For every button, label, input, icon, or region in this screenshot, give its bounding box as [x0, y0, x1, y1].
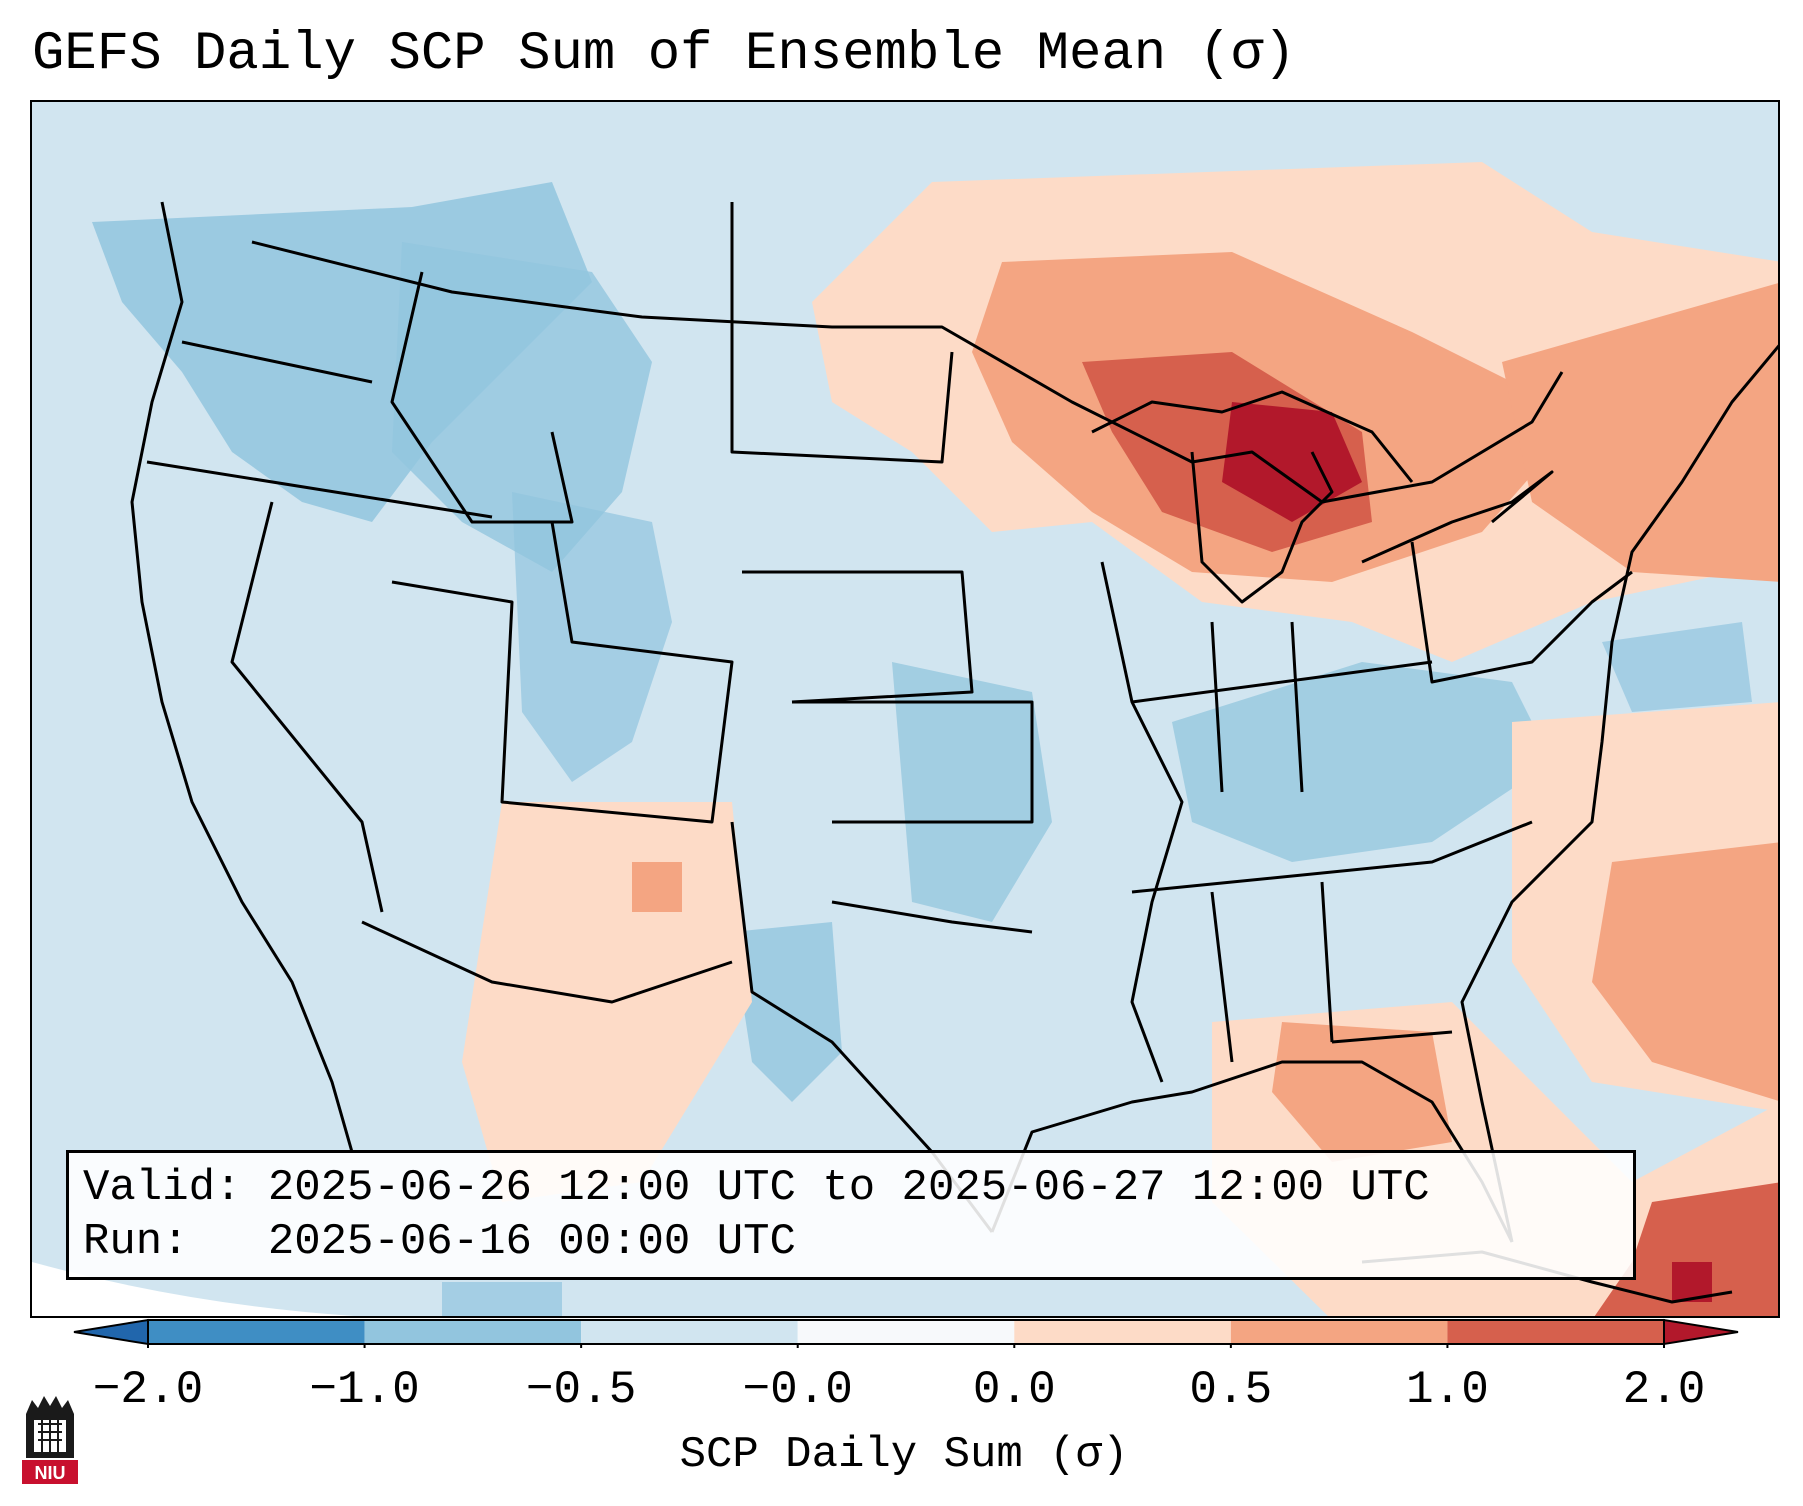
texas-blue	[732, 922, 842, 1102]
colorbar-over-extension	[1663, 1318, 1739, 1346]
out-of-domain-corner	[32, 1262, 355, 1316]
chart-title: GEFS Daily SCP Sum of Ensemble Mean (σ)	[32, 24, 1296, 85]
logo-text: NIU	[35, 1463, 66, 1483]
colorbar-tick-label: −0.5	[525, 1364, 637, 1416]
valid-run-info-box: Valid: 2025-06-26 12:00 UTC to 2025-06-2…	[66, 1150, 1636, 1280]
coastline-west	[130, 201, 354, 1153]
colorbar	[73, 1318, 1739, 1348]
colorbar-bin	[797, 1320, 1015, 1344]
canada-border	[251, 240, 1564, 504]
tennessee-valley-blue	[1172, 662, 1552, 862]
nm-red-spot	[632, 862, 682, 912]
caribbean-red	[1594, 1182, 1778, 1316]
colorbar-tick-label: 1.0	[1406, 1364, 1489, 1416]
plains-middle	[792, 700, 1034, 824]
lake-superior	[1091, 390, 1414, 483]
colorbar-under-extension	[73, 1318, 149, 1346]
midwest-lines	[1131, 621, 1433, 793]
colorbar-tick-label: −0.0	[742, 1364, 853, 1416]
dakotas	[730, 202, 954, 464]
colorbar-tick-label: 0.0	[972, 1364, 1056, 1416]
niu-logo: NIU	[22, 1396, 78, 1484]
wa-or-border	[181, 340, 373, 384]
wyoming-colorado-blue	[512, 492, 672, 782]
mountain-west	[391, 521, 734, 824]
colorbar-label: SCP Daily Sum (σ)	[679, 1430, 1129, 1480]
colorbar-tick-label: 2.0	[1622, 1364, 1706, 1416]
texas-red-river	[831, 900, 1033, 934]
colorbar-bin	[1014, 1320, 1231, 1344]
michigan-outline	[1190, 451, 1334, 604]
southeast-lines	[1131, 820, 1533, 1063]
az-mx-border	[361, 920, 733, 1004]
mississippi-river	[1100, 561, 1184, 1083]
lake-erie-ontario	[1361, 470, 1554, 564]
colorbar-tick-label: −1.0	[309, 1364, 420, 1416]
colorbar-bin	[1447, 1320, 1664, 1344]
southern-plains-blue	[892, 662, 1052, 922]
negative-anomaly-regions	[92, 182, 1752, 1316]
east-coast	[1460, 344, 1778, 1243]
appalachian-lines	[1410, 541, 1633, 684]
ca-nv-border	[230, 501, 384, 913]
colorbar-tick-label: −2.0	[92, 1364, 204, 1416]
run-time: 2025-06-16 00:00 UTC	[267, 1217, 796, 1267]
colorbar-tick-label: 0.5	[1189, 1364, 1273, 1416]
gulf-red	[1272, 1022, 1452, 1162]
lakes-hotspot	[1222, 402, 1362, 522]
colorbar-outline	[147, 1319, 1665, 1345]
colorbar-bin	[364, 1320, 582, 1344]
id-mt-border	[390, 271, 574, 524]
valid-label: Valid:	[83, 1163, 242, 1213]
nebraska-kansas	[742, 570, 974, 704]
valid-line: Valid: 2025-06-26 12:00 UTC to 2025-06-2…	[83, 1161, 1619, 1215]
valid-time-range: 2025-06-26 12:00 UTC to 2025-06-27 12:00…	[267, 1163, 1430, 1213]
run-line: Run: 2025-06-16 00:00 UTC	[83, 1215, 1619, 1269]
atlantic-blue-patch	[1602, 622, 1752, 712]
idaho-montana-blue	[392, 242, 652, 572]
northeast-red	[1502, 283, 1778, 582]
map-panel	[30, 100, 1780, 1318]
atlantic-red	[1592, 842, 1778, 1101]
colorbar-bin	[148, 1320, 365, 1344]
colorbar-bin	[581, 1320, 798, 1344]
run-label: Run:	[83, 1217, 189, 1267]
colorbar-bin	[1230, 1320, 1448, 1344]
scp-map	[32, 102, 1778, 1316]
or-ca-border	[146, 460, 493, 519]
